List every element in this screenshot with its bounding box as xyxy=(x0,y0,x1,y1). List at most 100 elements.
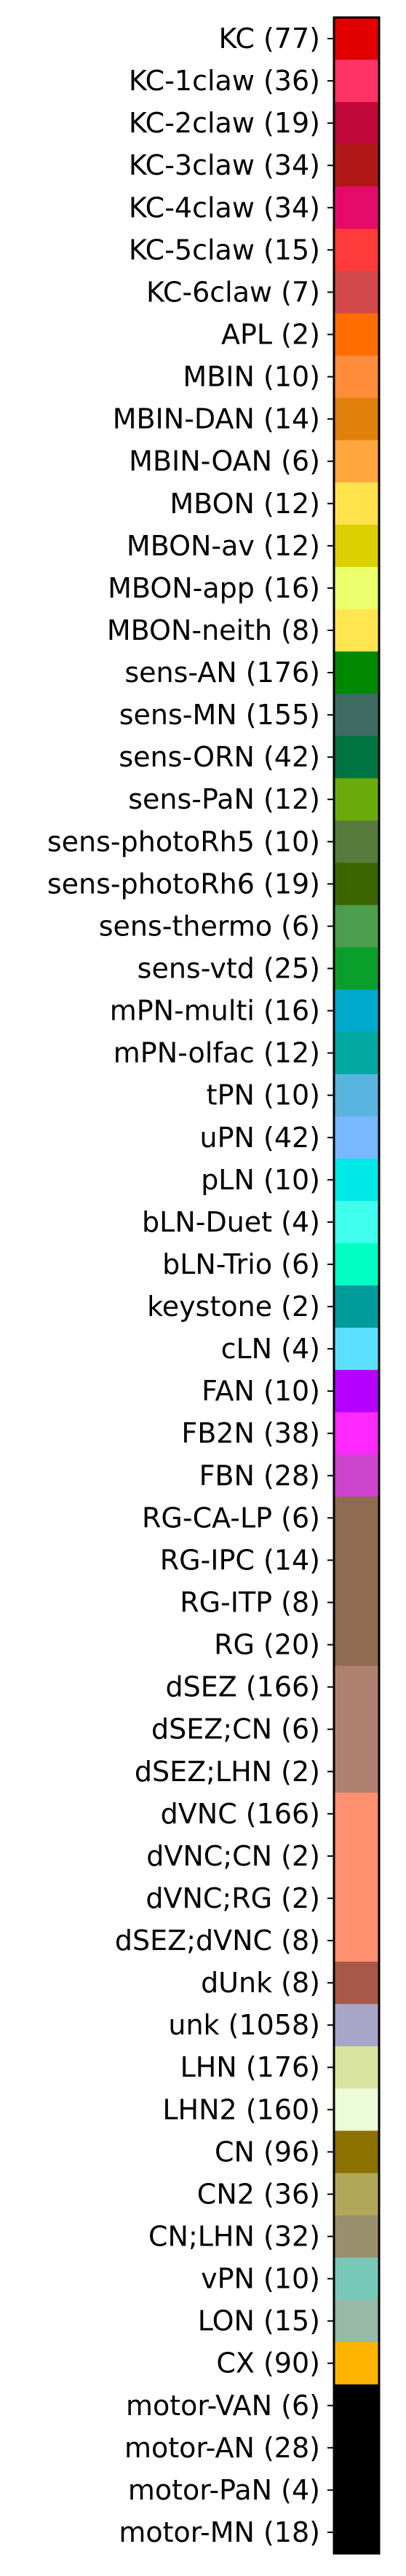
legend-label-55: CX (90) xyxy=(216,2347,320,2379)
swatch-35 xyxy=(334,1497,379,1539)
swatch-52 xyxy=(334,2215,379,2259)
colorbar-labels: KC (77) KC-1claw (36) KC-2claw (19) KC-3cla… xyxy=(47,23,320,2548)
swatch-39 xyxy=(334,1665,379,1709)
swatch-48 xyxy=(334,2046,379,2089)
swatch-42 xyxy=(334,1792,379,1836)
legend-label-46: dUnk (8) xyxy=(201,1967,320,1999)
swatch-27 xyxy=(334,1158,379,1202)
swatch-25 xyxy=(334,1074,379,1117)
legend-label-50: CN (96) xyxy=(215,2136,320,2168)
swatch-41 xyxy=(334,1750,379,1794)
legend-label-4: KC-4claw (34) xyxy=(129,191,320,223)
swatch-5 xyxy=(334,229,379,272)
legend-label-42: dVNC (166) xyxy=(161,1798,320,1830)
swatch-46 xyxy=(334,1962,379,2005)
legend-label-3: KC-3claw (34) xyxy=(129,149,320,181)
legend-label-12: MBON-av (12) xyxy=(127,530,320,562)
swatch-6 xyxy=(334,271,379,314)
legend-label-11: MBON (12) xyxy=(170,488,320,520)
legend-label-24: mPN-olfac (12) xyxy=(114,1037,320,1069)
swatch-16 xyxy=(334,694,379,737)
swatch-49 xyxy=(334,2088,379,2131)
legend-label-7: APL (2) xyxy=(221,319,320,351)
colorbar-frame xyxy=(333,16,381,2555)
swatch-10 xyxy=(334,440,379,483)
swatch-4 xyxy=(334,186,379,229)
legend-label-44: dVNC;RG (2) xyxy=(146,1882,320,1914)
swatch-29 xyxy=(334,1243,379,1286)
swatch-47 xyxy=(334,2004,379,2047)
legend-label-9: MBIN-DAN (14) xyxy=(113,403,320,435)
legend-label-57: motor-AN (28) xyxy=(124,2432,320,2464)
swatch-0 xyxy=(334,17,379,60)
swatch-45 xyxy=(334,1919,379,1962)
swatch-15 xyxy=(334,651,379,694)
legend-label-23: mPN-multi (16) xyxy=(110,995,320,1027)
swatch-9 xyxy=(334,397,379,441)
swatch-51 xyxy=(334,2173,379,2216)
legend-label-27: pLN (10) xyxy=(201,1164,320,1196)
legend-label-58: motor-PaN (4) xyxy=(128,2474,320,2506)
swatch-34 xyxy=(334,1454,379,1497)
legend-label-6: KC-6claw (7) xyxy=(146,276,320,308)
legend-label-48: LHN (176) xyxy=(180,2051,320,2083)
swatch-38 xyxy=(334,1623,379,1667)
swatch-58 xyxy=(334,2468,379,2512)
swatch-54 xyxy=(334,2299,379,2343)
legend-label-29: bLN-Trio (6) xyxy=(162,1248,320,1280)
legend-label-19: sens-photoRh5 (10) xyxy=(47,825,320,857)
legend-label-1: KC-1claw (36) xyxy=(129,65,320,97)
swatch-11 xyxy=(334,482,379,526)
legend-label-16: sens-MN (155) xyxy=(119,699,320,731)
legend-label-47: unk (1058) xyxy=(168,2009,320,2041)
legend-label-40: dSEZ;CN (6) xyxy=(151,1713,320,1745)
legend-label-39: dSEZ (166) xyxy=(165,1671,320,1703)
legend-label-52: CN;LHN (32) xyxy=(148,2221,320,2253)
legend-label-13: MBON-app (16) xyxy=(108,572,320,604)
swatch-7 xyxy=(334,313,379,357)
swatch-24 xyxy=(334,1031,379,1075)
legend-label-15: sens-AN (176) xyxy=(124,657,320,689)
legend-label-2: KC-2claw (19) xyxy=(129,107,320,139)
swatch-8 xyxy=(334,355,379,399)
swatch-26 xyxy=(334,1116,379,1160)
swatch-1 xyxy=(334,60,379,103)
legend-label-56: motor-VAN (6) xyxy=(126,2390,320,2422)
legend-label-49: LHN2 (160) xyxy=(162,2093,320,2125)
legend-label-26: uPN (42) xyxy=(199,1122,320,1154)
swatch-18 xyxy=(334,778,379,821)
legend-label-38: RG (20) xyxy=(214,1629,320,1661)
legend-label-33: FB2N (38) xyxy=(181,1417,320,1449)
legend-label-8: MBIN (10) xyxy=(183,361,320,393)
legend-label-35: RG-CA-LP (6) xyxy=(142,1502,320,1534)
swatch-3 xyxy=(334,144,379,187)
legend-label-43: dVNC;CN (2) xyxy=(146,1840,320,1872)
swatch-55 xyxy=(334,2342,379,2385)
swatch-17 xyxy=(334,736,379,779)
legend-label-54: LON (15) xyxy=(198,2305,320,2337)
legend-label-45: dSEZ;dVNC (8) xyxy=(115,1925,320,1957)
legend-label-14: MBON-neith (8) xyxy=(107,614,320,646)
legend-label-21: sens-thermo (6) xyxy=(99,910,320,942)
colorbar-swatches xyxy=(334,17,379,2554)
swatch-31 xyxy=(334,1328,379,1371)
swatch-37 xyxy=(334,1581,379,1625)
legend-label-59: motor-MN (18) xyxy=(119,2516,320,2548)
legend-label-28: bLN-Duet (4) xyxy=(142,1206,320,1238)
legend-label-36: RG-IPC (14) xyxy=(160,1544,320,1576)
legend-label-30: keystone (2) xyxy=(147,1291,320,1323)
swatch-28 xyxy=(334,1200,379,1244)
swatch-36 xyxy=(334,1539,379,1582)
legend-label-25: tPN (10) xyxy=(207,1079,320,1111)
legend-label-10: MBIN-OAN (6) xyxy=(129,445,320,477)
swatch-20 xyxy=(334,863,379,905)
legend-label-51: CN2 (36) xyxy=(197,2178,320,2210)
swatch-56 xyxy=(334,2384,379,2428)
legend-label-41: dSEZ;LHN (2) xyxy=(135,1756,320,1788)
swatch-2 xyxy=(334,102,379,145)
swatch-23 xyxy=(334,989,379,1033)
swatch-43 xyxy=(334,1834,379,1878)
legend-label-37: RG-ITP (8) xyxy=(180,1587,320,1619)
swatch-40 xyxy=(334,1708,379,1751)
swatch-22 xyxy=(334,947,379,991)
